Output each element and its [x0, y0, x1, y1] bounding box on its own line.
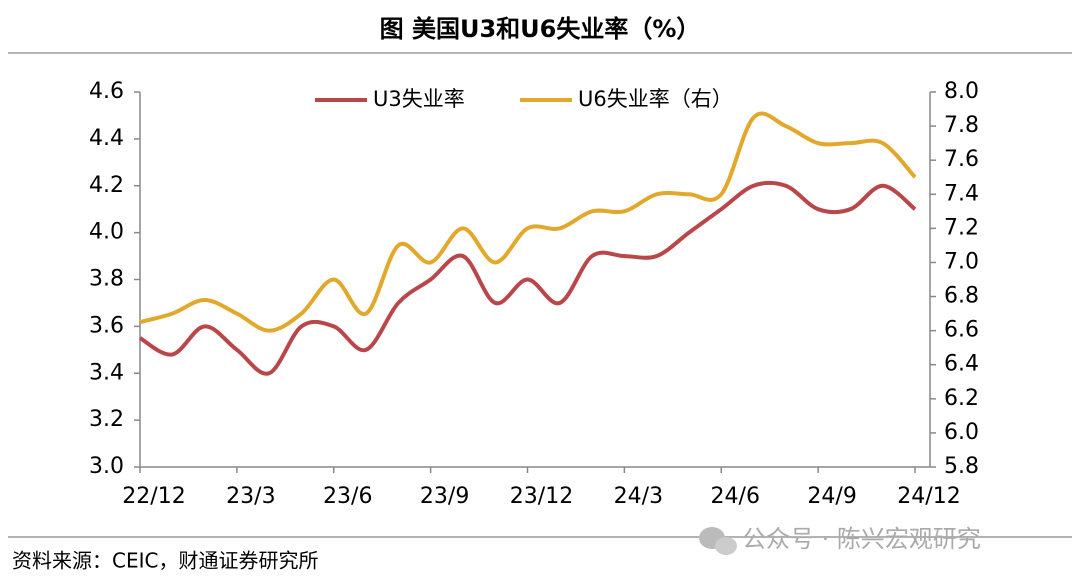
y2-tick-label: 8.0 [944, 79, 979, 104]
watermark-icon [699, 527, 737, 555]
y2-tick-label: 6.4 [944, 352, 979, 377]
y-tick-label: 4.4 [89, 126, 124, 151]
source-note: 资料来源：CEIC，财通证券研究所 [12, 549, 318, 573]
x-tick-label: 23/6 [323, 484, 372, 509]
y-tick-label: 4.0 [89, 220, 124, 245]
y-tick-label: 3.0 [89, 454, 124, 479]
y-tick-label: 3.4 [89, 360, 124, 385]
x-tick-label: 24/9 [807, 484, 856, 509]
series-line [138, 180, 917, 376]
y2-tick-label: 5.8 [944, 454, 979, 479]
y2-tick-label: 7.8 [944, 113, 979, 138]
y2-tick-label: 6.2 [944, 386, 979, 411]
y2-tick-label: 6.0 [944, 420, 979, 445]
y-tick-label: 4.2 [89, 173, 124, 198]
x-tick-label: 22/12 [122, 484, 185, 509]
y2-tick-label: 7.6 [944, 147, 979, 172]
x-tick-label: 24/3 [614, 484, 663, 509]
watermark: 公众号 · 陈兴宏观研究 [742, 525, 981, 553]
y-tick-label: 3.2 [89, 407, 124, 432]
x-tick-label: 24/12 [897, 484, 960, 509]
y-tick-label: 3.6 [89, 313, 124, 338]
y2-tick-label: 7.4 [944, 181, 979, 206]
y-tick-label: 3.8 [89, 267, 124, 292]
chart-title: 图 美国U3和U6失业率（%） [380, 15, 701, 43]
legend-label: U3失业率 [373, 87, 465, 111]
y2-tick-label: 6.8 [944, 284, 979, 309]
x-tick-label: 23/12 [510, 484, 573, 509]
legend-label: U6失业率（右） [578, 87, 733, 111]
y2-tick-label: 7.2 [944, 215, 979, 240]
y-tick-label: 4.6 [89, 79, 124, 104]
y2-tick-label: 7.0 [944, 249, 979, 274]
series-line [139, 111, 917, 333]
x-tick-label: 23/3 [226, 484, 275, 509]
x-tick-label: 23/9 [420, 484, 469, 509]
x-tick-label: 24/6 [711, 484, 760, 509]
y2-tick-label: 6.6 [944, 318, 979, 343]
